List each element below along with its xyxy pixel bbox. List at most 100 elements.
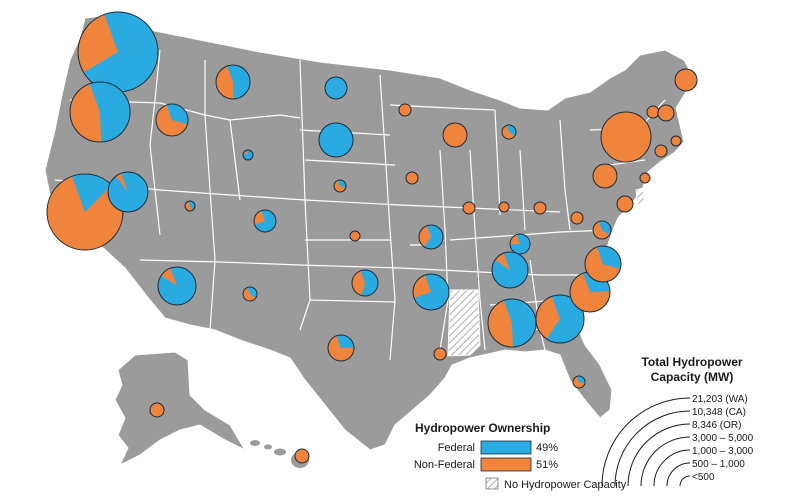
pie-la <box>433 347 447 361</box>
pie-nm-federal <box>247 287 258 298</box>
pie-co-federal <box>254 210 276 232</box>
size-legend-arc-6 <box>666 462 691 487</box>
pie-il-non-federal <box>463 202 475 214</box>
pie-in <box>498 201 510 213</box>
size-legend-arc-4 <box>640 436 691 487</box>
legend-no-capacity-swatch <box>485 477 499 490</box>
legend-non-federal-value: 51% <box>536 459 558 471</box>
pie-ma <box>670 135 682 147</box>
pie-nv-federal <box>108 172 148 212</box>
ownership-legend-title: Hydropower Ownership <box>415 421 550 435</box>
size-legend: Total Hydropower Capacity (MW) 21,203 (W… <box>601 355 754 487</box>
pie-ga <box>535 294 585 344</box>
pie-nj-non-federal <box>640 173 650 183</box>
pie-wy-federal <box>243 150 253 160</box>
size-legend-title-line1: Total Hydropower <box>641 355 742 369</box>
pie-mt <box>215 64 251 100</box>
pie-ut-outline <box>184 200 196 212</box>
pie-mi-federal <box>506 124 517 136</box>
pie-mn-outline <box>398 103 412 117</box>
pie-wv-outline <box>570 211 584 225</box>
pie-me <box>674 68 698 92</box>
size-legend-arc-7 <box>679 475 691 487</box>
pie-hi <box>294 448 310 464</box>
pie-wv <box>570 211 584 225</box>
pie-hi-non-federal <box>295 449 309 463</box>
pie-il <box>462 201 476 215</box>
pie-ia <box>405 171 419 185</box>
pie-id <box>155 103 189 137</box>
legend-federal-swatch <box>480 440 532 455</box>
pie-ar-outline <box>412 273 450 311</box>
pie-ky-federal <box>510 234 530 254</box>
pie-ca <box>46 173 124 251</box>
pie-ky-outline <box>509 233 531 255</box>
pie-ne-outline <box>333 179 347 193</box>
pie-ak-non-federal <box>150 403 164 417</box>
pie-ne <box>333 179 347 193</box>
pie-ia-non-federal <box>406 172 418 184</box>
pie-ct-non-federal <box>655 145 667 157</box>
pie-mo-outline <box>418 224 444 250</box>
size-legend-arc-3 <box>627 423 691 487</box>
pie-ok-outline <box>351 269 379 297</box>
pie-tn-outline <box>491 251 529 289</box>
legend-federal-label: Federal <box>438 442 475 454</box>
pie-nv <box>107 171 149 213</box>
pie-mt-outline <box>215 64 251 100</box>
pie-wi-outline <box>442 122 468 148</box>
pie-la-non-federal <box>434 348 446 360</box>
pie-al-federal <box>503 299 537 347</box>
size-label-ca: 10,348 (CA) <box>692 407 746 418</box>
pie-mn <box>398 103 412 117</box>
ownership-legend: Hydropower Ownership Federal 49% Non-Fed… <box>414 421 627 491</box>
pie-mi <box>501 124 517 140</box>
legend-non-federal-swatch <box>480 457 532 472</box>
pie-ks-non-federal <box>350 231 360 241</box>
pie-pa-outline <box>592 163 618 189</box>
pie-oh-non-federal <box>534 202 546 214</box>
pie-ca-outline <box>46 173 124 251</box>
pie-oh-outline <box>533 201 547 215</box>
pie-ga-federal <box>546 295 584 343</box>
pie-ok <box>351 269 379 297</box>
pie-hi-outline <box>294 448 310 464</box>
pie-tn <box>491 251 529 289</box>
pie-pa-non-federal <box>593 164 617 188</box>
pie-ut <box>184 200 196 212</box>
pie-nc-federal <box>596 246 621 269</box>
pie-sd-non-federal <box>319 123 353 157</box>
pie-ma-non-federal <box>671 136 681 146</box>
no-capacity-state-mississippi <box>447 289 481 357</box>
pie-vt <box>646 105 660 119</box>
legend-no-capacity-label: No Hydropower Capacity <box>504 479 627 491</box>
pie-sd <box>318 122 354 158</box>
pie-mo <box>418 224 444 250</box>
pie-nv-outline <box>107 171 149 213</box>
pie-az-outline <box>157 266 197 306</box>
size-legend-arcs <box>601 397 691 487</box>
pie-nm-outline <box>242 286 258 302</box>
pie-az-federal <box>157 267 196 305</box>
pie-md-non-federal <box>617 196 633 212</box>
pie-tx <box>327 334 355 362</box>
pie-wi <box>442 122 468 148</box>
pie-ky <box>509 233 531 255</box>
legend-federal-value: 49% <box>536 442 558 454</box>
pie-or-outline <box>69 81 131 143</box>
no-capacity-state-delaware <box>635 187 646 207</box>
pie-fl <box>572 375 586 389</box>
pie-ct-outline <box>654 144 668 158</box>
pie-nh-non-federal <box>658 105 674 121</box>
pie-nc <box>584 245 622 283</box>
pie-in-non-federal <box>499 202 509 212</box>
pie-nd-non-federal <box>325 77 347 99</box>
pie-ca-federal <box>71 174 112 212</box>
size-legend-arc-5 <box>653 449 691 487</box>
size-label-500-1000: 500 – 1,000 <box>692 459 745 470</box>
pie-in-outline <box>498 201 510 213</box>
pie-nj-outline <box>639 172 651 184</box>
pie-ar <box>412 273 450 311</box>
size-legend-arc-2 <box>614 410 691 487</box>
pie-wv-non-federal <box>571 212 583 224</box>
